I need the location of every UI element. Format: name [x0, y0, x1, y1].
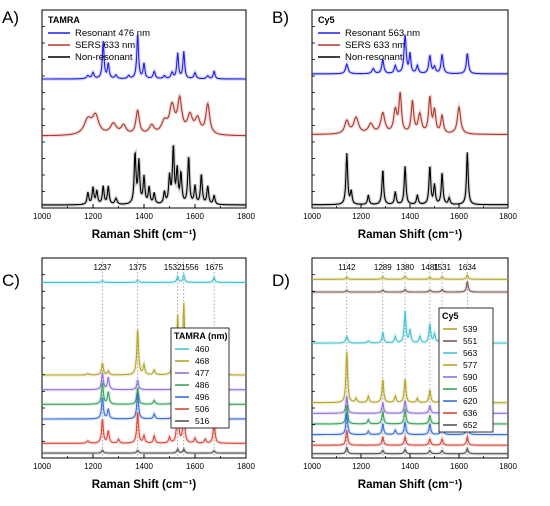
- series-band: [312, 442, 508, 456]
- series-band: [312, 152, 508, 207]
- x-axis-title: Raman Shift (cm⁻¹): [358, 229, 463, 241]
- peak-label: 1142: [338, 263, 356, 272]
- legend: Cy5 539 551 563 577 590 605 620 636 652: [438, 307, 494, 433]
- panel-label: A): [2, 8, 19, 27]
- peak-label: 1634: [458, 263, 476, 272]
- x-tick-label: 1600: [186, 212, 204, 221]
- x-tick-label: 1800: [499, 212, 517, 221]
- legend-title: TAMRA: [48, 15, 80, 25]
- x-axis-title: Raman Shift (cm⁻¹): [358, 479, 463, 491]
- peak-label: 1289: [374, 263, 392, 272]
- x-tick-label: 1200: [84, 212, 102, 221]
- x-tick-label: 1600: [186, 462, 204, 471]
- legend-title: TAMRA (nm): [174, 331, 228, 341]
- peak-label: 1481: [421, 263, 439, 272]
- series-line: [42, 94, 246, 137]
- x-tick-label: 1000: [303, 212, 321, 221]
- legend-entry: Non-resonant: [345, 52, 403, 63]
- legend-entry: 460: [195, 344, 209, 354]
- peak-label: 1556: [181, 263, 199, 272]
- series-line: [312, 430, 508, 446]
- series-line: [42, 35, 246, 80]
- x-tick-label: 1000: [33, 462, 51, 471]
- legend-entry: 563: [463, 348, 477, 358]
- x-tick-label: 1400: [401, 212, 419, 221]
- series-band: [42, 91, 246, 138]
- x-tick-label: 1200: [352, 462, 370, 471]
- panel-1: A) 1000 1200 1400 1600 1800 Raman Shift (cm⁻¹)…: [2, 8, 255, 241]
- panel-3: C) 1237 1375 1532 1556 1675 1000 1200 1400 1600 18…: [2, 257, 255, 491]
- legend-entry: Non-resonant: [75, 52, 133, 63]
- legend-entry: 506: [195, 404, 209, 414]
- x-tick-label: 1600: [450, 462, 468, 471]
- peak-label: 1375: [129, 263, 147, 272]
- legend-entry: 590: [463, 372, 477, 382]
- legend-entry: 551: [463, 336, 477, 346]
- series-line: [312, 445, 508, 455]
- x-axis-title: Raman Shift (cm⁻¹): [92, 479, 197, 491]
- legend-entry: 468: [195, 356, 209, 366]
- series-line: [312, 152, 508, 206]
- legend-entry: 636: [463, 408, 477, 418]
- x-tick-label: 1000: [303, 462, 321, 471]
- legend-entry: 539: [463, 324, 477, 334]
- legend-entry: SERS 633 nm: [345, 40, 405, 51]
- x-tick-label: 1800: [237, 212, 255, 221]
- x-tick-label: 1800: [499, 462, 517, 471]
- series-band: [312, 91, 508, 137]
- legend-entry: 477: [195, 368, 209, 378]
- panel-label: B): [272, 8, 289, 27]
- series-line: [42, 273, 246, 283]
- legend-entry: 605: [463, 384, 477, 394]
- series-line: [312, 413, 508, 436]
- x-tick-label: 1400: [401, 462, 419, 471]
- legend-entry: 620: [463, 396, 477, 406]
- series-line: [312, 91, 508, 135]
- legend-title: Cy5: [318, 15, 335, 25]
- panel-label: C): [2, 271, 20, 290]
- legend-entry: 577: [463, 360, 477, 370]
- panel-label: D): [272, 271, 290, 290]
- series-line: [312, 34, 508, 75]
- peak-label: 1675: [205, 263, 223, 272]
- series-line: [42, 448, 246, 454]
- x-tick-label: 1800: [237, 462, 255, 471]
- x-tick-label: 1200: [352, 212, 370, 221]
- legend-entry: SERS 633 nm: [75, 40, 135, 51]
- series-line: [312, 273, 508, 280]
- legend-box: [170, 327, 230, 429]
- x-tick-label: 1400: [135, 212, 153, 221]
- legend-entry: 496: [195, 392, 209, 402]
- legend-title: Cy5: [442, 311, 459, 321]
- legend: TAMRA (nm) 460 468 477 486 496 506 516: [170, 327, 230, 429]
- legend-entry: Resonant 476 nm: [75, 28, 150, 39]
- legend-entry: 516: [195, 416, 209, 426]
- x-tick-label: 1400: [135, 462, 153, 471]
- series-band: [312, 280, 508, 294]
- x-tick-label: 1000: [33, 212, 51, 221]
- x-tick-label: 1600: [450, 212, 468, 221]
- legend-entry: 652: [463, 420, 477, 430]
- panel-2: B) 1000 1200 1400 1600 1800 Raman Shift (cm⁻¹)…: [272, 8, 517, 241]
- series-line: [312, 281, 508, 293]
- series-line: [42, 145, 246, 206]
- x-axis-title: Raman Shift (cm⁻¹): [92, 229, 197, 241]
- series-line: [42, 403, 246, 444]
- peak-label: 1531: [433, 263, 451, 272]
- peak-label: 1380: [396, 263, 414, 272]
- legend-entry: 486: [195, 380, 209, 390]
- legend-entry: Resonant 563 nm: [345, 28, 420, 39]
- peak-label: 1237: [94, 263, 112, 272]
- peak-label: 1532: [164, 263, 182, 272]
- x-tick-label: 1200: [84, 462, 102, 471]
- series-band: [42, 33, 246, 81]
